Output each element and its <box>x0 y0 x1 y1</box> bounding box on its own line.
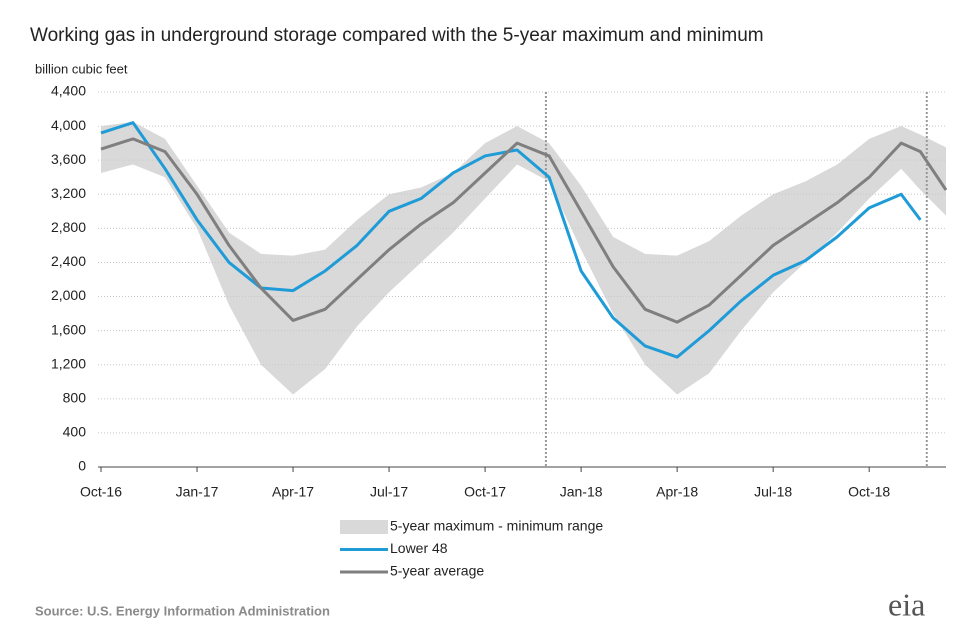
series-line <box>100 121 922 359</box>
logo: eia <box>888 586 925 622</box>
x-tick-label: Apr-17 <box>272 484 314 500</box>
x-tick-label: Jan-17 <box>176 484 219 500</box>
range-area <box>101 121 946 395</box>
y-tick-label: 400 <box>63 424 87 440</box>
source: Source: U.S. Energy Information Administ… <box>35 603 330 618</box>
legend-label: 5-year maximum - minimum range <box>390 518 603 534</box>
x-tick-label: Jul-17 <box>370 484 408 500</box>
x-tick-label: Jul-18 <box>754 484 792 500</box>
y-tick-label: 4,000 <box>51 117 86 133</box>
x-tick-label: Oct-18 <box>848 484 890 500</box>
y-tick-label: 3,600 <box>51 151 86 167</box>
y-axis-label: billion cubic feet <box>35 61 128 76</box>
y-tick-label: 3,200 <box>51 185 86 201</box>
y-tick-label: 800 <box>63 390 87 406</box>
y-tick-label: 2,800 <box>51 219 86 235</box>
y-tick-label: 0 <box>78 458 86 474</box>
y-tick-label: 1,600 <box>51 321 86 337</box>
x-tick-label: Oct-17 <box>464 484 506 500</box>
legend-label: Lower 48 <box>390 540 448 556</box>
series-line <box>100 137 948 324</box>
y-tick-label: 1,200 <box>51 355 86 371</box>
x-tick-label: Oct-16 <box>80 484 122 500</box>
legend-swatch <box>340 520 388 534</box>
x-tick-label: Jan-18 <box>560 484 603 500</box>
chart-title: Working gas in underground storage compa… <box>30 25 764 46</box>
y-tick-label: 2,400 <box>51 253 86 269</box>
y-tick-label: 4,400 <box>51 83 86 99</box>
y-tick-label: 2,000 <box>51 287 86 303</box>
legend-label: 5-year average <box>390 563 484 579</box>
x-tick-label: Apr-18 <box>656 484 698 500</box>
